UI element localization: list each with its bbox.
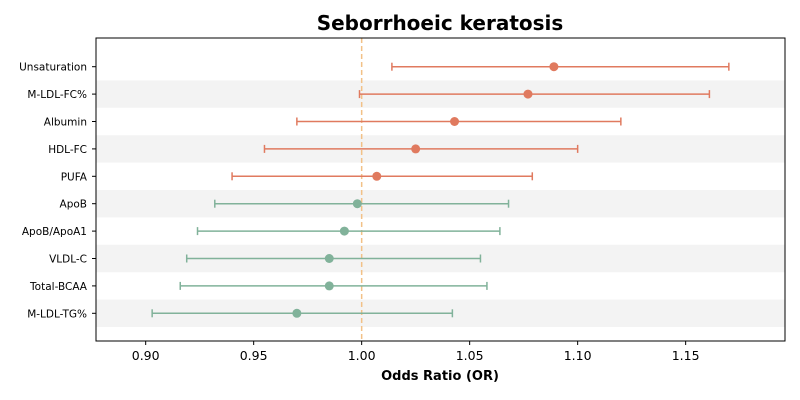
or-point <box>372 171 382 181</box>
or-point <box>352 199 362 209</box>
x-tick-label: 0.90 <box>132 348 160 363</box>
or-point <box>523 89 533 99</box>
x-tick-label: 1.10 <box>564 348 592 363</box>
y-tick-label: ApoB <box>60 199 87 211</box>
x-tick-label: 1.15 <box>672 348 700 363</box>
y-tick-label: M-LDL-FC% <box>27 89 87 101</box>
or-point <box>324 254 334 263</box>
y-tick-label: HDL-FC <box>48 144 87 156</box>
plot-frame <box>95 37 786 342</box>
y-tick-label: Unsaturation <box>19 62 87 74</box>
y-tick-label: Albumin <box>44 117 87 129</box>
or-point <box>450 117 460 126</box>
x-axis-label: Odds Ratio (OR) <box>381 369 499 384</box>
chart-title: Seborrhoeic keratosis <box>317 11 564 35</box>
y-tick-label: PUFA <box>61 171 88 183</box>
x-tick-label: 0.95 <box>240 348 268 363</box>
or-point <box>292 308 302 318</box>
or-point <box>411 144 421 154</box>
or-point <box>549 62 559 72</box>
or-point <box>339 226 349 236</box>
y-tick-label: ApoB/ApoA1 <box>22 226 87 238</box>
y-tick-label: VLDL-C <box>49 254 87 266</box>
y-axis: Unsaturation M-LDL-FC% Albumin HDL-FC PUFA Ap… <box>19 62 96 320</box>
data-marks <box>151 62 730 318</box>
or-point <box>324 281 334 291</box>
x-tick-label: 1.05 <box>456 348 484 363</box>
y-tick-label: M-LDL-TG% <box>27 308 87 320</box>
x-tick-label: 1.00 <box>348 348 376 363</box>
x-axis: 0.90 0.95 1.00 1.05 1.10 1.15 <box>132 341 700 363</box>
y-tick-label: Total-BCAA <box>29 281 88 293</box>
